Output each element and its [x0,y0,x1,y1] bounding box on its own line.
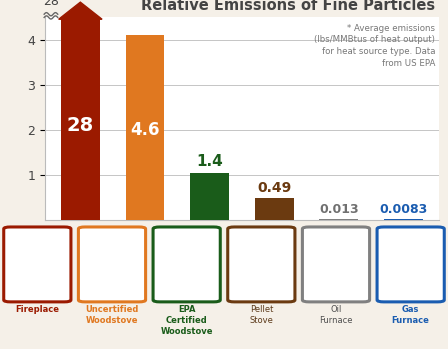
Text: EPA
Certified
Woodstove: EPA Certified Woodstove [160,305,213,336]
Text: Oil
Furnace: Oil Furnace [319,305,353,325]
Bar [125,36,164,220]
Text: 0.013: 0.013 [319,203,359,216]
Text: 4.6: 4.6 [130,121,160,139]
Text: 1.4: 1.4 [196,155,223,170]
FancyBboxPatch shape [4,227,71,302]
Text: Pellet
Stove: Pellet Stove [250,305,273,325]
Bar [319,219,358,220]
Text: Relative Emissions of Fine Particles: Relative Emissions of Fine Particles [141,0,435,13]
Text: 28: 28 [67,116,94,135]
Text: Gas
Furnace: Gas Furnace [392,305,430,325]
FancyBboxPatch shape [153,227,220,302]
Text: 0.0083: 0.0083 [379,203,428,216]
Bar [190,173,229,220]
Text: 28: 28 [43,0,59,8]
Text: Uncertified
Woodstove: Uncertified Woodstove [85,305,139,325]
Text: * Average emissions
(lbs/MMBtus of heat output)
for heat source type. Data
from : * Average emissions (lbs/MMBtus of heat … [314,23,435,68]
Text: Fireplace: Fireplace [15,305,59,314]
Bar [255,198,293,220]
FancyBboxPatch shape [78,227,146,302]
FancyBboxPatch shape [302,227,370,302]
FancyBboxPatch shape [228,227,295,302]
Bar [61,17,100,220]
Text: 0.49: 0.49 [257,181,291,195]
FancyBboxPatch shape [377,227,444,302]
FancyArrow shape [59,2,102,19]
